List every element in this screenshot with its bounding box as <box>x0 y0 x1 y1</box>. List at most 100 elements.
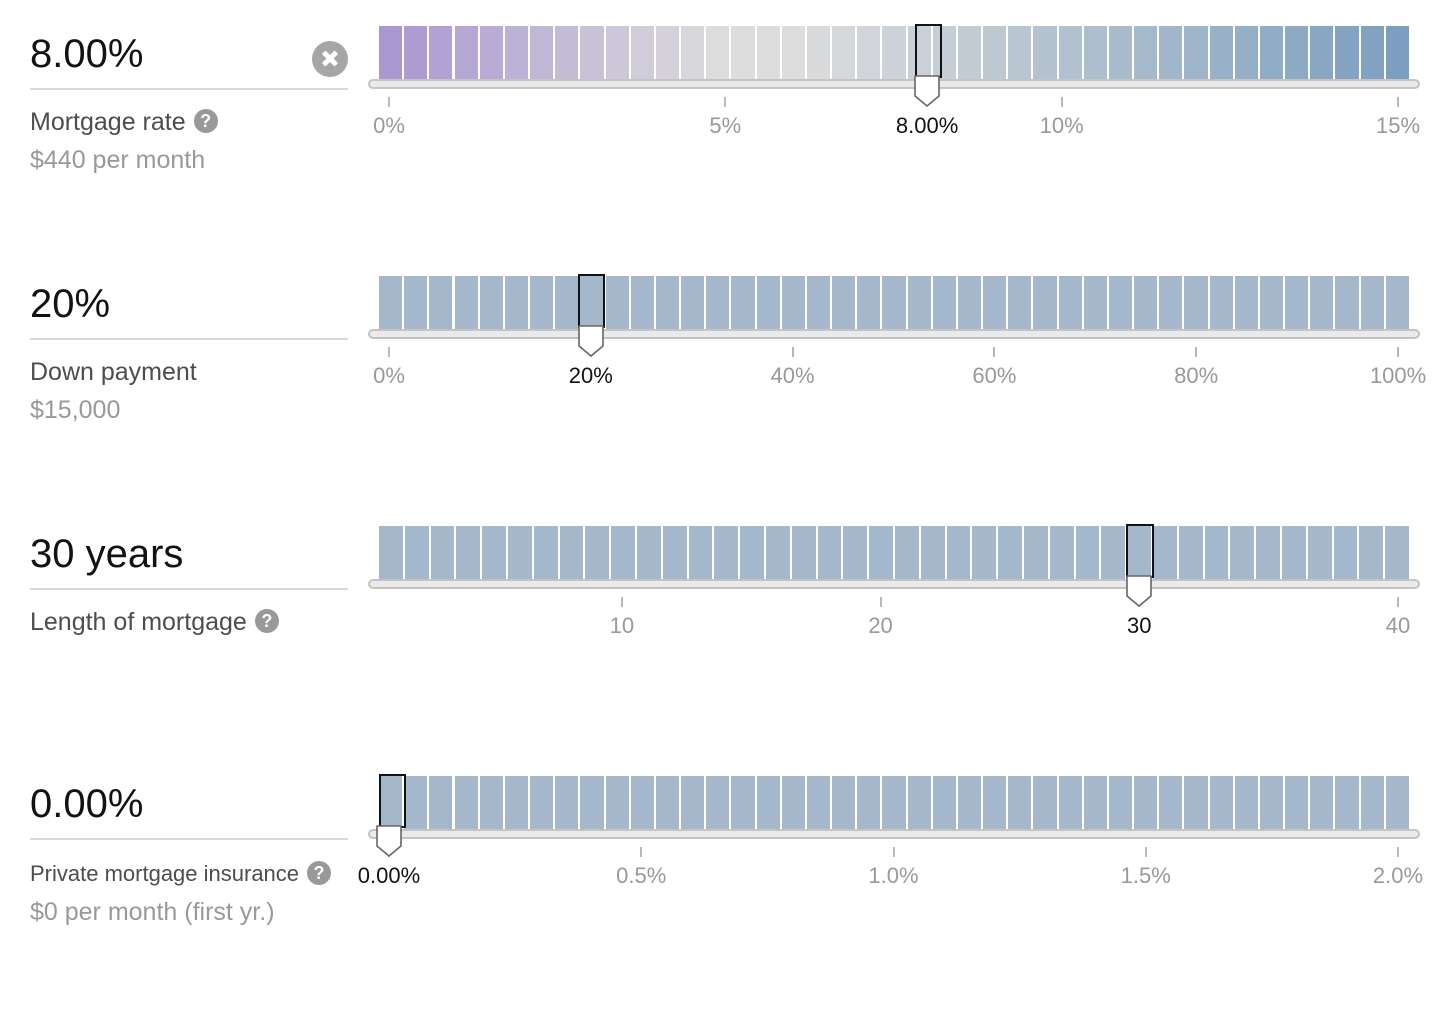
histogram-bar[interactable] <box>533 526 558 580</box>
histogram-bar[interactable] <box>920 526 945 580</box>
histogram-bar[interactable] <box>1075 526 1100 580</box>
histogram-bar[interactable] <box>1134 776 1158 830</box>
histogram-bar[interactable] <box>655 276 680 330</box>
histogram-bar[interactable] <box>882 276 906 330</box>
histogram-bar[interactable] <box>1033 26 1057 80</box>
histogram-bar[interactable] <box>756 26 780 80</box>
histogram-bar[interactable] <box>404 526 429 580</box>
histogram-bar[interactable] <box>379 26 403 80</box>
histogram-bar[interactable] <box>1360 276 1384 330</box>
histogram-bar[interactable] <box>1058 776 1082 830</box>
histogram-bar[interactable] <box>630 26 654 80</box>
histogram-bar[interactable] <box>530 26 554 80</box>
histogram-bar[interactable] <box>508 526 532 580</box>
histogram-bar[interactable] <box>454 26 478 80</box>
histogram-bar[interactable] <box>1385 26 1409 80</box>
down-payment-value[interactable]: 20% <box>30 282 111 326</box>
histogram-bar[interactable] <box>605 776 629 830</box>
mortgage-length-track[interactable] <box>368 579 1420 589</box>
histogram-bar[interactable] <box>479 776 503 830</box>
histogram-bar[interactable] <box>555 776 579 830</box>
histogram-bar[interactable] <box>882 776 906 830</box>
histogram-bar[interactable] <box>1333 526 1358 580</box>
histogram-bar[interactable] <box>1234 26 1258 80</box>
histogram-bar[interactable] <box>1134 276 1158 330</box>
histogram-bar[interactable] <box>1310 276 1334 330</box>
histogram-bar[interactable] <box>781 26 805 80</box>
histogram-bar[interactable] <box>580 26 604 80</box>
histogram-bar[interactable] <box>932 276 956 330</box>
histogram-bar[interactable] <box>1285 26 1309 80</box>
histogram-bar[interactable] <box>1259 26 1284 80</box>
help-icon[interactable]: ? <box>307 861 332 886</box>
histogram-bar[interactable] <box>1178 526 1203 580</box>
histogram-bar[interactable] <box>806 276 831 330</box>
histogram-bar[interactable] <box>555 26 579 80</box>
histogram-bar[interactable] <box>585 526 610 580</box>
histogram-bar[interactable] <box>1127 526 1151 580</box>
histogram-bar[interactable] <box>1153 526 1177 580</box>
histogram-bar[interactable] <box>456 526 481 580</box>
histogram-bar[interactable] <box>706 26 730 80</box>
histogram-bar[interactable] <box>791 526 816 580</box>
histogram-bar[interactable] <box>1310 776 1334 830</box>
histogram-bar[interactable] <box>1204 526 1229 580</box>
histogram-bar[interactable] <box>714 526 739 580</box>
histogram-bar[interactable] <box>530 776 554 830</box>
help-icon[interactable]: ? <box>193 109 218 134</box>
histogram-bar[interactable] <box>1234 776 1258 830</box>
histogram-bar[interactable] <box>1230 526 1255 580</box>
histogram-bar[interactable] <box>706 276 730 330</box>
histogram-bar[interactable] <box>1259 776 1284 830</box>
histogram-bar[interactable] <box>806 776 831 830</box>
histogram-bar[interactable] <box>1108 276 1133 330</box>
histogram-bar[interactable] <box>972 526 997 580</box>
histogram-bar[interactable] <box>379 526 403 580</box>
histogram-bar[interactable] <box>379 276 403 330</box>
histogram-bar[interactable] <box>681 26 705 80</box>
histogram-bar[interactable] <box>1307 526 1332 580</box>
histogram-bar[interactable] <box>983 276 1007 330</box>
histogram-bar[interactable] <box>1008 276 1032 330</box>
slider-handle[interactable] <box>913 74 941 108</box>
histogram-bar[interactable] <box>1108 776 1133 830</box>
histogram-bar[interactable] <box>630 776 654 830</box>
histogram-bar[interactable] <box>637 526 661 580</box>
histogram-bar[interactable] <box>1335 276 1359 330</box>
histogram-bar[interactable] <box>843 526 868 580</box>
histogram-bar[interactable] <box>907 26 931 80</box>
histogram-bar[interactable] <box>1310 26 1334 80</box>
histogram-bar[interactable] <box>832 276 856 330</box>
histogram-bar[interactable] <box>1184 776 1208 830</box>
slider-handle[interactable] <box>375 824 403 858</box>
histogram-bar[interactable] <box>1385 526 1409 580</box>
histogram-bar[interactable] <box>1159 26 1183 80</box>
histogram-bar[interactable] <box>1058 276 1082 330</box>
histogram-bar[interactable] <box>1058 26 1082 80</box>
histogram-bar[interactable] <box>907 276 931 330</box>
pmi-track[interactable] <box>368 829 1420 839</box>
histogram-bar[interactable] <box>1209 276 1233 330</box>
slider-handle[interactable] <box>1125 574 1153 608</box>
histogram-bar[interactable] <box>907 776 931 830</box>
down-payment-histogram[interactable] <box>379 274 1411 330</box>
histogram-bar[interactable] <box>857 776 881 830</box>
histogram-bar[interactable] <box>504 776 528 830</box>
histogram-bar[interactable] <box>998 526 1022 580</box>
histogram-bar[interactable] <box>781 276 805 330</box>
histogram-bar[interactable] <box>1108 26 1133 80</box>
histogram-bar[interactable] <box>404 776 428 830</box>
mortgage-length-value[interactable]: 30 years <box>30 532 184 576</box>
histogram-bar[interactable] <box>957 26 982 80</box>
histogram-bar[interactable] <box>559 526 584 580</box>
histogram-bar[interactable] <box>806 26 831 80</box>
histogram-bar[interactable] <box>1285 776 1309 830</box>
histogram-bar[interactable] <box>1184 276 1208 330</box>
histogram-bar[interactable] <box>832 26 856 80</box>
histogram-bar[interactable] <box>611 526 635 580</box>
histogram-bar[interactable] <box>681 276 705 330</box>
histogram-bar[interactable] <box>1033 776 1057 830</box>
pmi-value[interactable]: 0.00% <box>30 782 144 826</box>
histogram-bar[interactable] <box>1234 276 1258 330</box>
histogram-bar[interactable] <box>957 276 982 330</box>
